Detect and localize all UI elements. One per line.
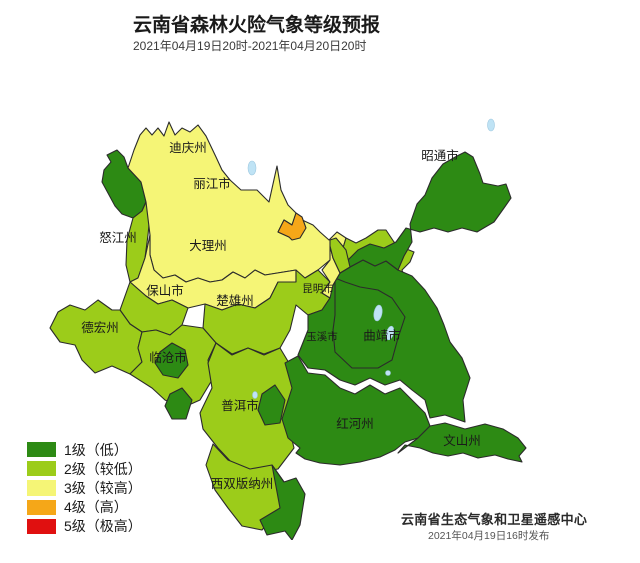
- svg-text:昭通市: 昭通市: [421, 148, 459, 163]
- svg-text:迪庆州: 迪庆州: [169, 141, 207, 155]
- svg-text:保山市: 保山市: [146, 283, 184, 298]
- svg-text:临沧市: 临沧市: [149, 350, 187, 365]
- svg-text:文山州: 文山州: [443, 433, 481, 448]
- svg-text:楚雄州: 楚雄州: [216, 293, 254, 308]
- svg-text:西双版纳州: 西双版纳州: [211, 477, 274, 491]
- svg-text:怒江州: 怒江州: [99, 230, 137, 245]
- svg-text:德宏州: 德宏州: [81, 320, 119, 335]
- svg-text:普洱市: 普洱市: [221, 398, 259, 413]
- svg-text:大理州: 大理州: [189, 239, 227, 253]
- svg-text:丽江市: 丽江市: [193, 176, 231, 191]
- svg-text:昆明市: 昆明市: [302, 282, 334, 295]
- svg-text:红河州: 红河州: [336, 416, 374, 431]
- svg-text:玉溪市: 玉溪市: [306, 330, 338, 343]
- svg-text:曲靖市: 曲靖市: [363, 328, 401, 343]
